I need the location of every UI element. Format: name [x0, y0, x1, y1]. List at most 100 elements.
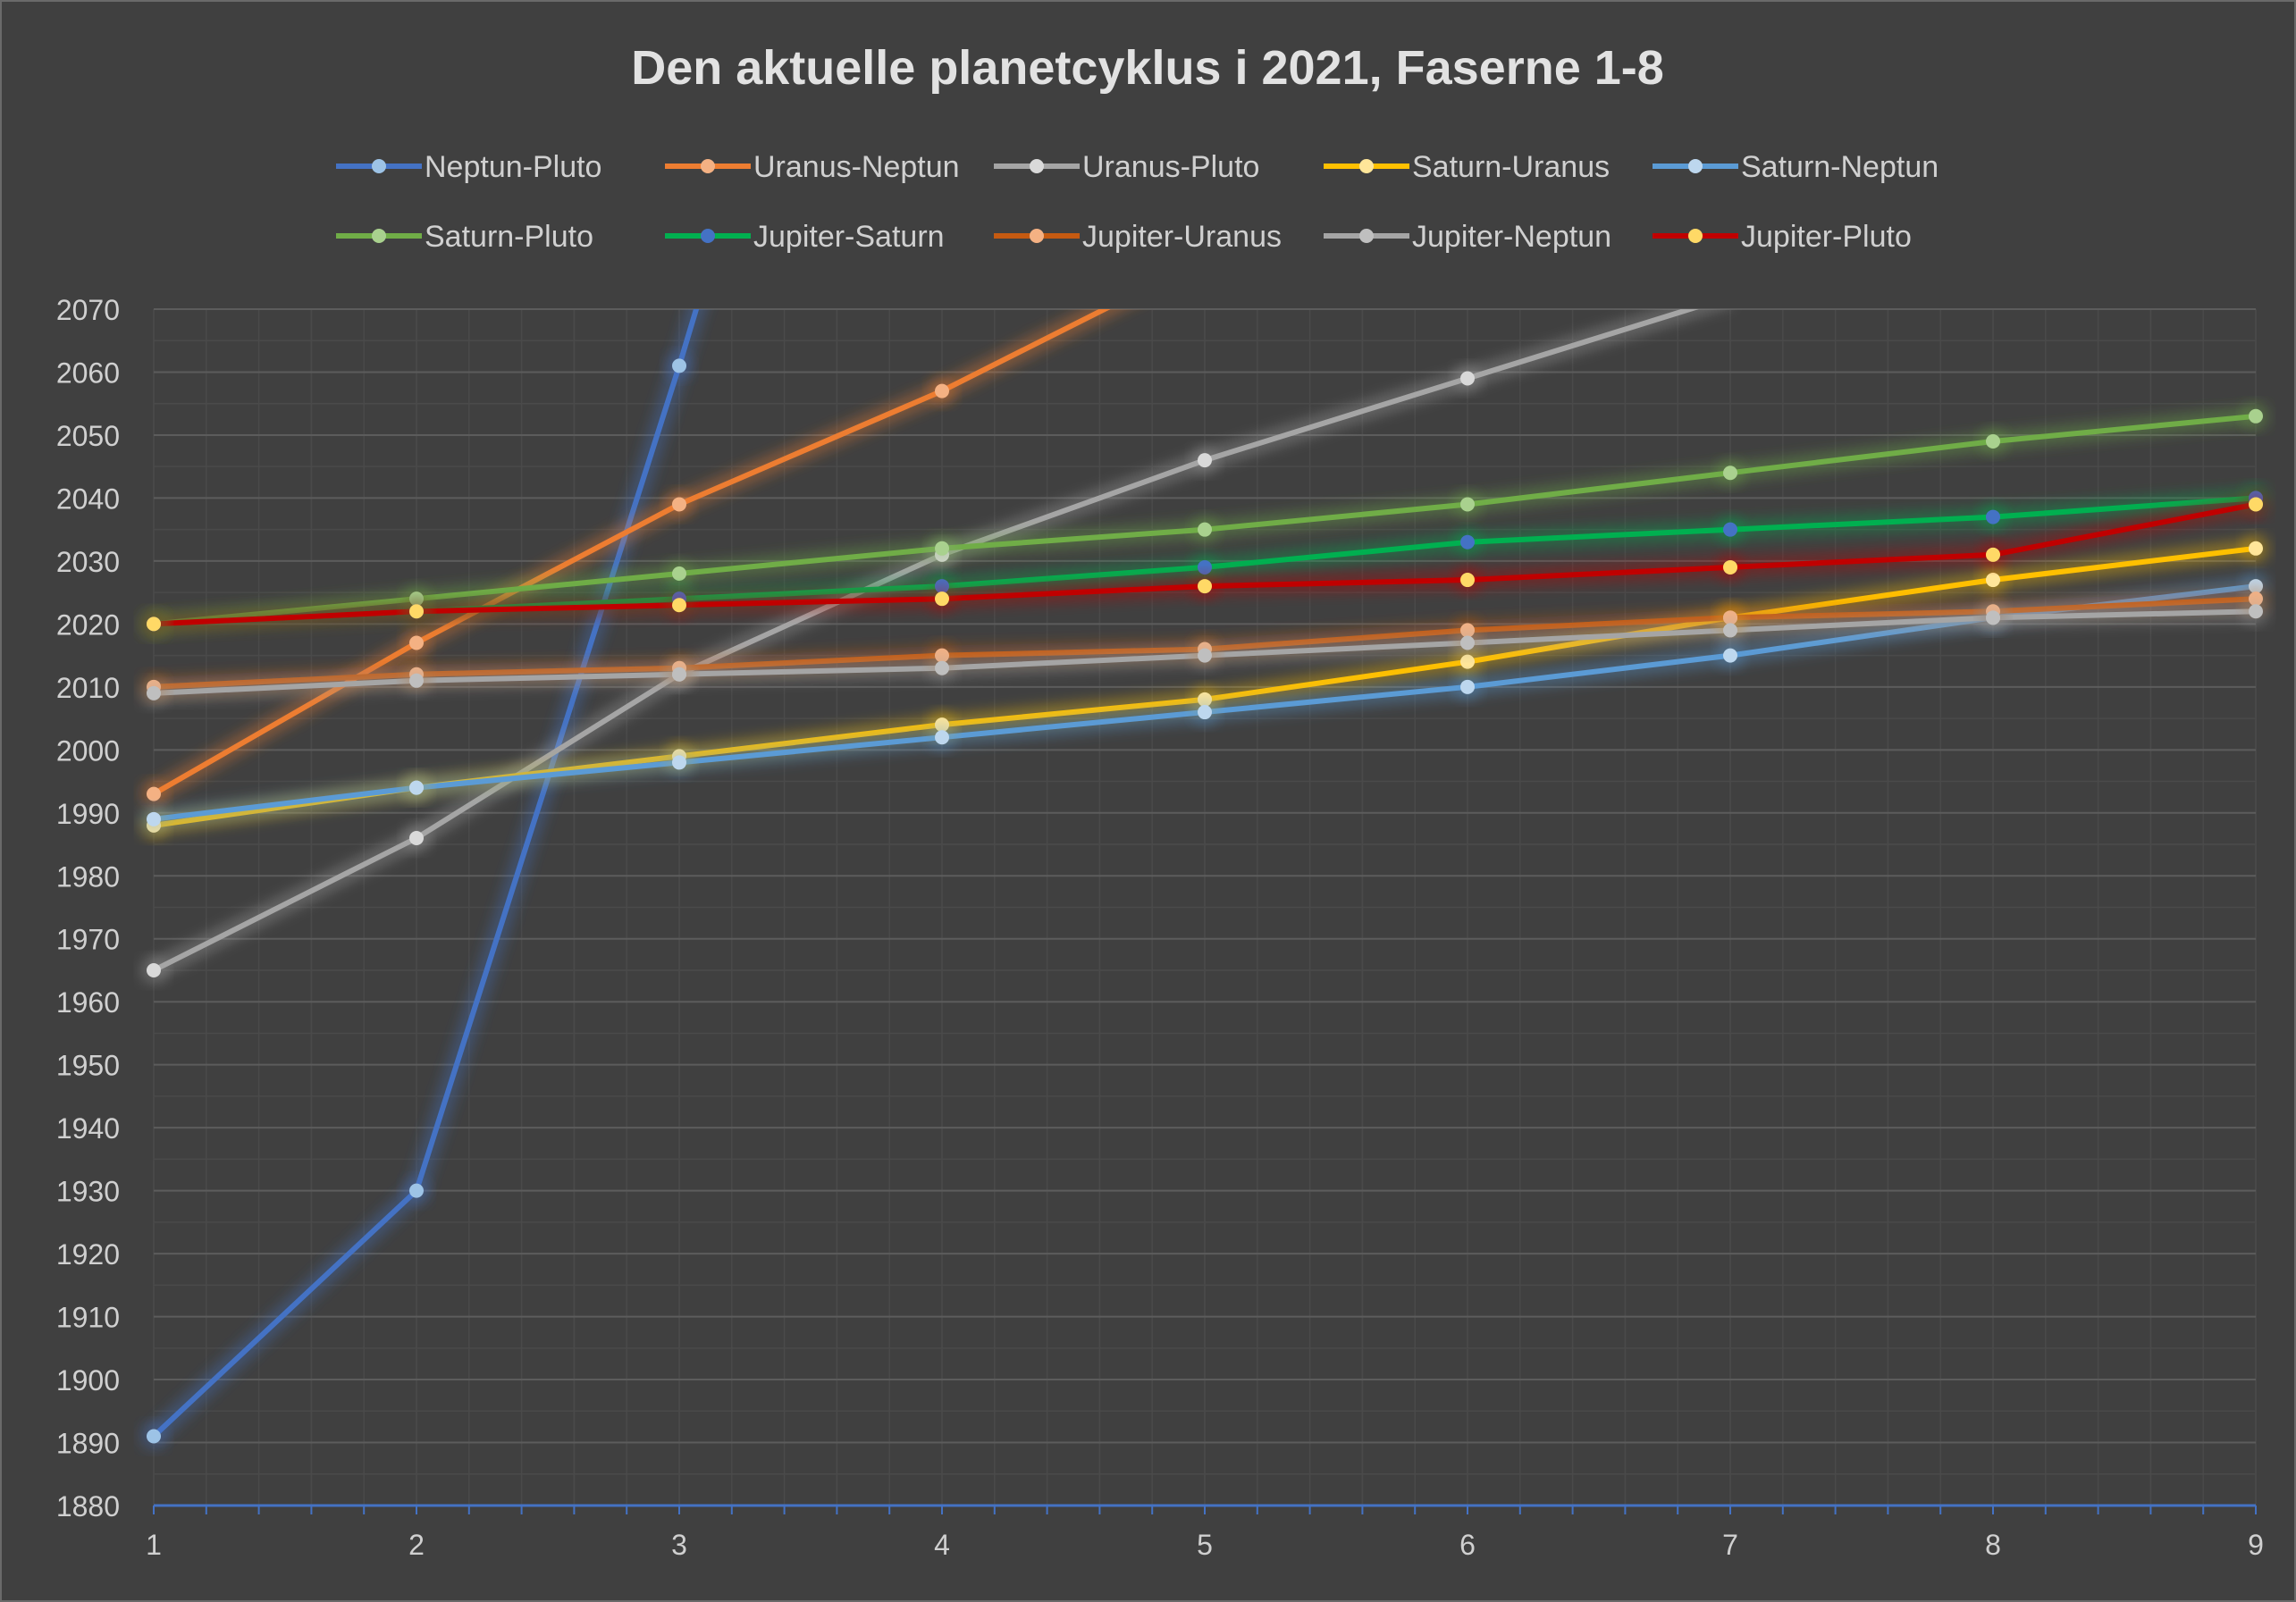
data-point	[2249, 541, 2263, 556]
y-tick-label: 1960	[56, 986, 120, 1019]
data-point	[1460, 497, 1475, 512]
y-tick-label: 2070	[56, 294, 120, 326]
data-point	[147, 1429, 161, 1444]
data-point	[2249, 604, 2263, 619]
data-point	[672, 358, 686, 373]
data-point	[409, 673, 424, 688]
legend-label: Neptun-Pluto	[425, 150, 601, 184]
data-point	[409, 830, 424, 845]
legend-marker	[372, 159, 386, 173]
data-point	[1198, 559, 1212, 575]
data-point	[147, 616, 161, 632]
data-point	[1986, 547, 2000, 562]
legend-marker	[1030, 159, 1044, 173]
legend-label: Jupiter-Uranus	[1082, 220, 1282, 254]
data-point	[1460, 679, 1475, 694]
data-point	[1198, 648, 1212, 663]
data-point	[1723, 522, 1737, 537]
data-point	[1723, 648, 1737, 663]
data-point	[1198, 453, 1212, 468]
data-point	[147, 685, 161, 700]
data-point	[672, 667, 686, 682]
legend-marker	[372, 229, 386, 243]
legend-marker	[1359, 229, 1374, 243]
data-point	[1198, 522, 1212, 537]
markers-jupiter-neptun	[139, 597, 2270, 708]
data-point	[1986, 433, 2000, 449]
x-tick-label: 3	[671, 1529, 687, 1561]
x-axis: 1 2 3 4 5 6 7 8 9	[146, 1504, 2264, 1561]
x-tick-label: 4	[934, 1529, 950, 1561]
x-tick-label: 9	[2248, 1529, 2264, 1561]
y-axis: 1880 1890 1900 1910 1920 1930 1940 1950 1960 1970…	[56, 294, 120, 1522]
data-point	[1460, 654, 1475, 669]
data-point	[409, 635, 424, 650]
data-point	[935, 383, 949, 398]
legend-label: Jupiter-Pluto	[1741, 220, 1912, 254]
data-point	[1198, 705, 1212, 720]
legend: Neptun-Pluto Uranus-Neptun Uranus-Pluto Sat…	[336, 150, 1939, 254]
data-point	[409, 1183, 424, 1198]
legend-label: Uranus-Pluto	[1082, 150, 1259, 184]
y-tick-label: 1970	[56, 924, 120, 956]
legend-item: Jupiter-Neptun	[1324, 220, 1611, 254]
data-point	[2249, 497, 2263, 512]
y-tick-label: 1880	[56, 1490, 120, 1522]
legend-label: Jupiter-Neptun	[1412, 220, 1611, 254]
legend-label: Saturn-Pluto	[425, 220, 593, 254]
data-point	[1986, 610, 2000, 625]
data-point	[935, 660, 949, 675]
legend-label: Jupiter-Saturn	[753, 220, 945, 254]
data-point	[1986, 509, 2000, 524]
x-tick-label: 7	[1722, 1529, 1738, 1561]
legend-item: Uranus-Pluto	[994, 150, 1259, 184]
y-tick-label: 1920	[56, 1238, 120, 1271]
y-tick-label: 2040	[56, 482, 120, 515]
legend-marker	[1688, 229, 1703, 243]
y-tick-label: 1990	[56, 798, 120, 830]
x-tick-label: 2	[408, 1529, 425, 1561]
data-point	[672, 566, 686, 581]
data-point	[1460, 371, 1475, 386]
gridlines	[153, 308, 2257, 1506]
legend-item: Neptun-Pluto	[336, 150, 601, 184]
legend-item: Saturn-Pluto	[336, 220, 593, 254]
legend-marker	[1688, 159, 1703, 173]
x-tick-label: 8	[1985, 1529, 2001, 1561]
markers-saturn-pluto	[139, 401, 2270, 639]
data-point	[409, 780, 424, 795]
data-point	[672, 497, 686, 512]
x-tick-label: 6	[1459, 1529, 1476, 1561]
legend-item: Jupiter-Pluto	[1653, 220, 1912, 254]
data-point	[147, 811, 161, 826]
legend-marker	[701, 229, 715, 243]
y-tick-label: 2010	[56, 672, 120, 704]
y-tick-label: 1910	[56, 1302, 120, 1334]
data-point	[935, 730, 949, 745]
data-point	[147, 786, 161, 801]
y-tick-label: 1980	[56, 860, 120, 893]
legend-marker	[701, 159, 715, 173]
data-point	[1723, 559, 1737, 575]
legend-label: Saturn-Uranus	[1412, 150, 1610, 184]
legend-marker	[1359, 159, 1374, 173]
data-point	[1460, 573, 1475, 588]
chart-title: Den aktuelle planetcyklus i 2021, Fasern…	[631, 41, 1664, 95]
data-point	[1986, 573, 2000, 588]
legend-item: Saturn-Neptun	[1653, 150, 1939, 184]
markers-uranus-neptun	[139, 376, 956, 809]
data-point	[935, 541, 949, 556]
markers-neptun-pluto	[139, 351, 694, 1451]
legend-marker	[1030, 229, 1044, 243]
legend-item: Uranus-Neptun	[665, 150, 960, 184]
data-point	[935, 591, 949, 607]
data-point	[409, 604, 424, 619]
data-point	[672, 598, 686, 613]
x-tick-label: 1	[146, 1529, 162, 1561]
data-point	[672, 755, 686, 770]
y-tick-label: 2030	[56, 546, 120, 578]
data-point	[1723, 623, 1737, 638]
legend-item: Jupiter-Saturn	[665, 220, 945, 254]
data-point	[1460, 534, 1475, 549]
